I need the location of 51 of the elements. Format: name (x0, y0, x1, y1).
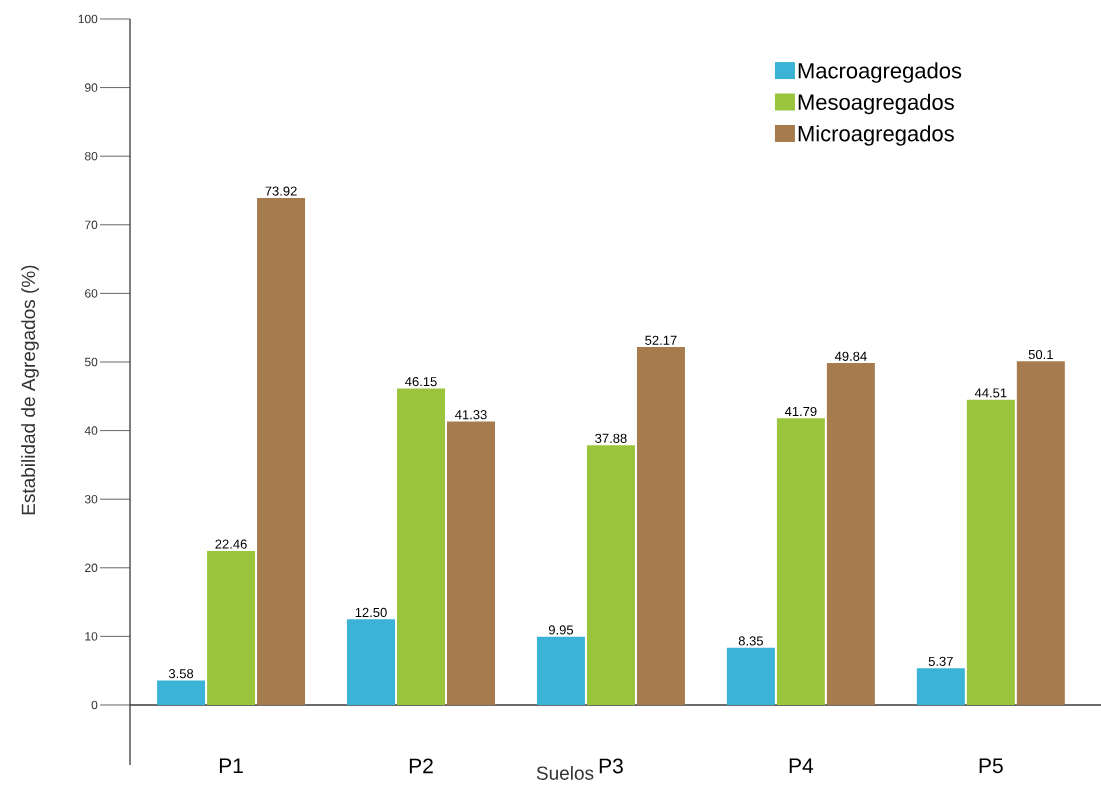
y-tick-label: 60 (85, 289, 98, 298)
data-label: 12.50 (355, 607, 387, 618)
data-label: 50.1 (1028, 349, 1053, 360)
data-label: 22.46 (215, 539, 247, 549)
data-label: 41.33 (455, 410, 487, 420)
bar (1016, 361, 1065, 705)
data-label: 41.79 (784, 406, 817, 417)
data-label: 44.51 (974, 388, 1007, 398)
bar (536, 636, 585, 705)
bar (636, 347, 685, 705)
bar (966, 399, 1015, 705)
data-label: 52.17 (645, 335, 677, 345)
bar (447, 421, 495, 705)
x-axis-title: Suelos (536, 765, 594, 780)
x-tick-label: P5 (979, 758, 1003, 774)
y-tick-label: 100 (78, 14, 98, 24)
y-tick-label: 50 (84, 357, 98, 367)
bar (586, 445, 635, 705)
bar (347, 619, 395, 705)
x-tick-label: P3 (599, 758, 623, 774)
data-label: 3.58 (168, 669, 194, 679)
bar (257, 197, 306, 705)
y-axis-title: Estabilidad de Agregados (%) (21, 265, 39, 515)
y-tick-label: 70 (85, 220, 98, 230)
legend-label: Mesoagregados (798, 93, 954, 115)
data-label: 8.35 (738, 636, 763, 646)
y-tick-label: 30 (84, 494, 98, 504)
y-tick-label: 80 (84, 151, 98, 161)
bar (207, 550, 256, 705)
legend-label: Macroagregados (798, 62, 962, 83)
legend-label: Microagregados (798, 125, 954, 146)
data-label: 46.15 (405, 376, 437, 387)
data-label: 37.88 (595, 433, 627, 443)
x-tick-label: P2 (409, 758, 433, 774)
y-tick-label: 0 (91, 700, 98, 710)
y-tick-label: 90 (85, 83, 98, 92)
y-tick-label: 40 (84, 426, 98, 435)
bar (397, 388, 445, 705)
x-tick-label: P1 (219, 758, 243, 773)
bar (157, 680, 206, 705)
bar (726, 647, 775, 705)
data-label: 9.95 (548, 625, 574, 635)
y-tick-label: 20 (85, 563, 98, 573)
data-label: 49.84 (834, 351, 867, 361)
bar (776, 418, 825, 705)
x-tick-label: P4 (789, 758, 814, 773)
data-label: 5.37 (928, 656, 953, 666)
y-tick-label: 10 (85, 632, 98, 641)
bar (916, 668, 965, 705)
data-label: 73.92 (265, 186, 297, 196)
bar (826, 363, 875, 705)
